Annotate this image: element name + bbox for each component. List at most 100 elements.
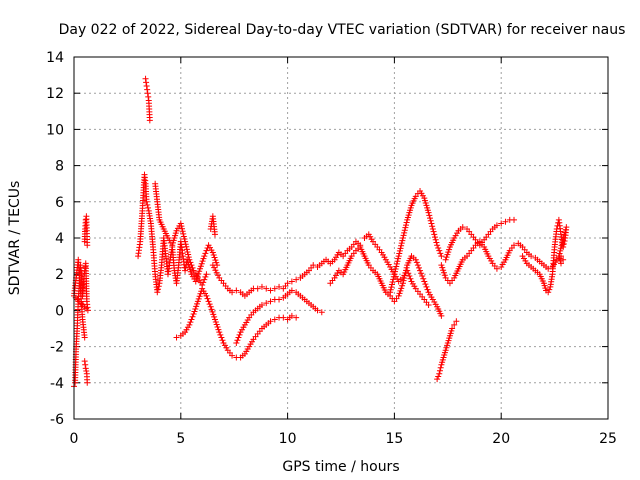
data-point [203,271,210,278]
data-point [396,250,403,257]
data-point [81,334,88,341]
data-point [511,242,518,249]
data-point [186,256,193,263]
data-point [210,311,217,318]
data-point [218,334,225,341]
data-point [196,293,203,300]
data-point [432,236,439,243]
data-point [425,209,432,216]
data-point [213,259,220,266]
data-point [215,326,222,333]
data-point [545,289,552,296]
data-point [179,225,186,232]
data-point [444,251,451,258]
data-point [401,229,408,236]
data-point [212,267,219,274]
x-tick-label: 5 [176,431,185,447]
data-point [214,324,221,331]
data-point [436,367,443,374]
data-point [193,303,200,310]
series-peak-15to17h [387,187,445,296]
series-trace-3to7h [135,171,221,296]
data-point [393,260,400,267]
data-point [81,358,88,365]
data-point [209,308,216,315]
data-point [183,243,190,250]
data-point [427,217,434,224]
data-point [412,256,419,263]
data-point [498,220,505,227]
data-point [143,82,150,89]
data-point [390,273,397,280]
data-point [142,75,149,82]
data-point [440,267,447,274]
data-point [180,230,187,237]
data-point [392,266,399,273]
data-point [442,256,449,263]
data-point [561,229,568,236]
data-point [155,286,162,293]
series-mid-7to13h [209,238,364,299]
data-point [546,286,553,293]
data-point [420,275,427,282]
data-point [395,253,402,260]
y-tick-label: 12 [46,86,64,102]
data-point [201,276,208,283]
data-point [219,337,226,344]
data-point [439,264,446,271]
data-point [398,240,405,247]
data-point [402,222,409,229]
data-point [196,268,203,275]
data-point [400,232,407,239]
data-point [388,284,395,291]
data-point [511,216,518,223]
data-point [440,269,447,276]
data-point [425,301,432,308]
data-point [203,292,210,299]
data-point [436,247,443,254]
y-tick-label: 0 [55,303,64,319]
data-point [192,278,199,285]
series-late-17to23h [438,238,565,287]
data-point [391,271,398,278]
data-point [189,313,196,320]
data-point [202,250,209,257]
data-point [293,314,300,321]
data-point [438,253,445,260]
data-point [82,365,89,372]
data-point [403,219,410,226]
data-point [293,276,300,283]
data-point [449,325,456,332]
data-point [197,265,204,272]
data-point [424,286,431,293]
data-point [437,250,444,257]
data-points [71,75,570,390]
data-point [182,241,189,248]
data-point [267,298,274,305]
data-point [190,311,197,318]
data-point [310,262,317,269]
data-point [198,260,205,267]
data-point [202,273,209,280]
data-point [144,90,151,97]
data-point [234,337,241,344]
data-point [207,303,214,310]
data-point [406,273,413,280]
data-point [413,259,420,266]
data-point [561,232,568,239]
data-point [459,224,466,231]
x-tick-label: 25 [599,431,617,447]
x-tick-label: 10 [279,431,297,447]
data-point [417,267,424,274]
data-point [194,298,201,305]
data-point [398,242,405,249]
data-point [404,267,411,274]
data-point [419,273,426,280]
data-point [211,313,218,320]
data-point [557,245,564,252]
data-point [236,331,243,338]
y-tick-label: -4 [50,376,64,392]
data-point [233,339,240,346]
y-tick-label: 8 [55,159,64,175]
data-point [392,268,399,275]
